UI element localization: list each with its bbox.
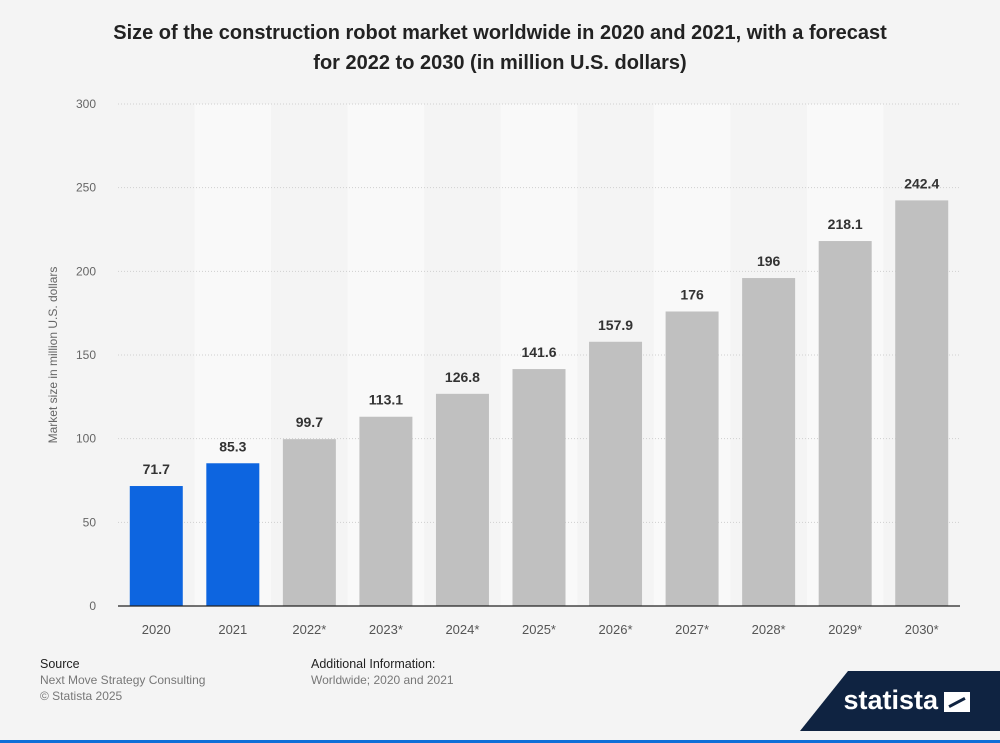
bar-2026[interactable] [589,341,643,606]
source-title: Source [40,657,80,671]
bar-chart: 0 50 100 150 200 250 300 Market size in million… [46,97,960,637]
x-tick-label: 2021 [218,622,247,637]
statista-logo[interactable]: statista [800,671,1000,731]
y-tick-label: 250 [76,181,96,195]
data-label: 126.8 [445,369,480,385]
data-label: 85.3 [219,438,246,454]
chart-title: Size of the construction robot market wo… [60,18,940,78]
y-axis-label: Market size in million U.S. dollars [46,267,60,444]
y-tick-label: 150 [76,348,96,362]
x-tick-label: 2030* [905,622,939,637]
y-tick-label: 100 [76,432,96,446]
data-label: 113.1 [369,392,403,408]
source-line-2: © Statista 2025 [40,689,123,703]
data-label: 176 [680,286,704,302]
source-block: Source Next Move Strategy Consulting © S… [40,656,205,704]
chart-title-line-2: for 2022 to 2030 (in million U.S. dollar… [313,52,687,74]
y-tick-label: 300 [76,97,96,111]
bar-2020[interactable] [129,486,183,606]
statista-mark-icon [944,692,970,712]
data-label: 242.4 [904,175,939,191]
x-tick-label: 2025* [522,622,556,637]
x-tick-label: 2024* [445,622,479,637]
data-label: 99.7 [296,414,323,430]
data-label: 196 [757,253,781,269]
bar-2030[interactable] [895,200,949,606]
bottom-accent-line [0,740,1000,743]
data-label: 157.9 [598,317,633,333]
y-tick-label: 50 [83,515,97,529]
additional-info-title: Additional Information: [311,657,436,671]
bar-2022[interactable] [282,439,336,606]
x-tick-label: 2028* [752,622,786,637]
bar-2025[interactable] [512,369,566,606]
statista-logo-text: statista [843,685,938,715]
x-tick-label: 2022* [292,622,326,637]
x-tick-label: 2023* [369,622,403,637]
y-tick-label: 0 [89,599,96,613]
additional-info-line: Worldwide; 2020 and 2021 [311,673,454,687]
y-tick-label: 200 [76,264,96,278]
bar-2029[interactable] [818,241,872,606]
x-tick-label: 2020 [142,622,171,637]
bar-2021[interactable] [206,463,260,606]
source-line-1[interactable]: Next Move Strategy Consulting [40,673,206,687]
data-label: 71.7 [143,461,170,477]
bar-2023[interactable] [359,416,413,606]
data-label: 218.1 [828,216,863,232]
additional-info-block: Additional Information: Worldwide; 2020 … [311,656,454,688]
data-label: 141.6 [521,344,556,360]
bar-2024[interactable] [435,393,489,606]
x-tick-label: 2026* [599,622,633,637]
bar-2028[interactable] [742,278,796,606]
bar-2027[interactable] [665,311,719,606]
x-tick-label: 2029* [828,622,862,637]
x-tick-label: 2027* [675,622,709,637]
chart-title-line-1: Size of the construction robot market wo… [113,22,887,44]
